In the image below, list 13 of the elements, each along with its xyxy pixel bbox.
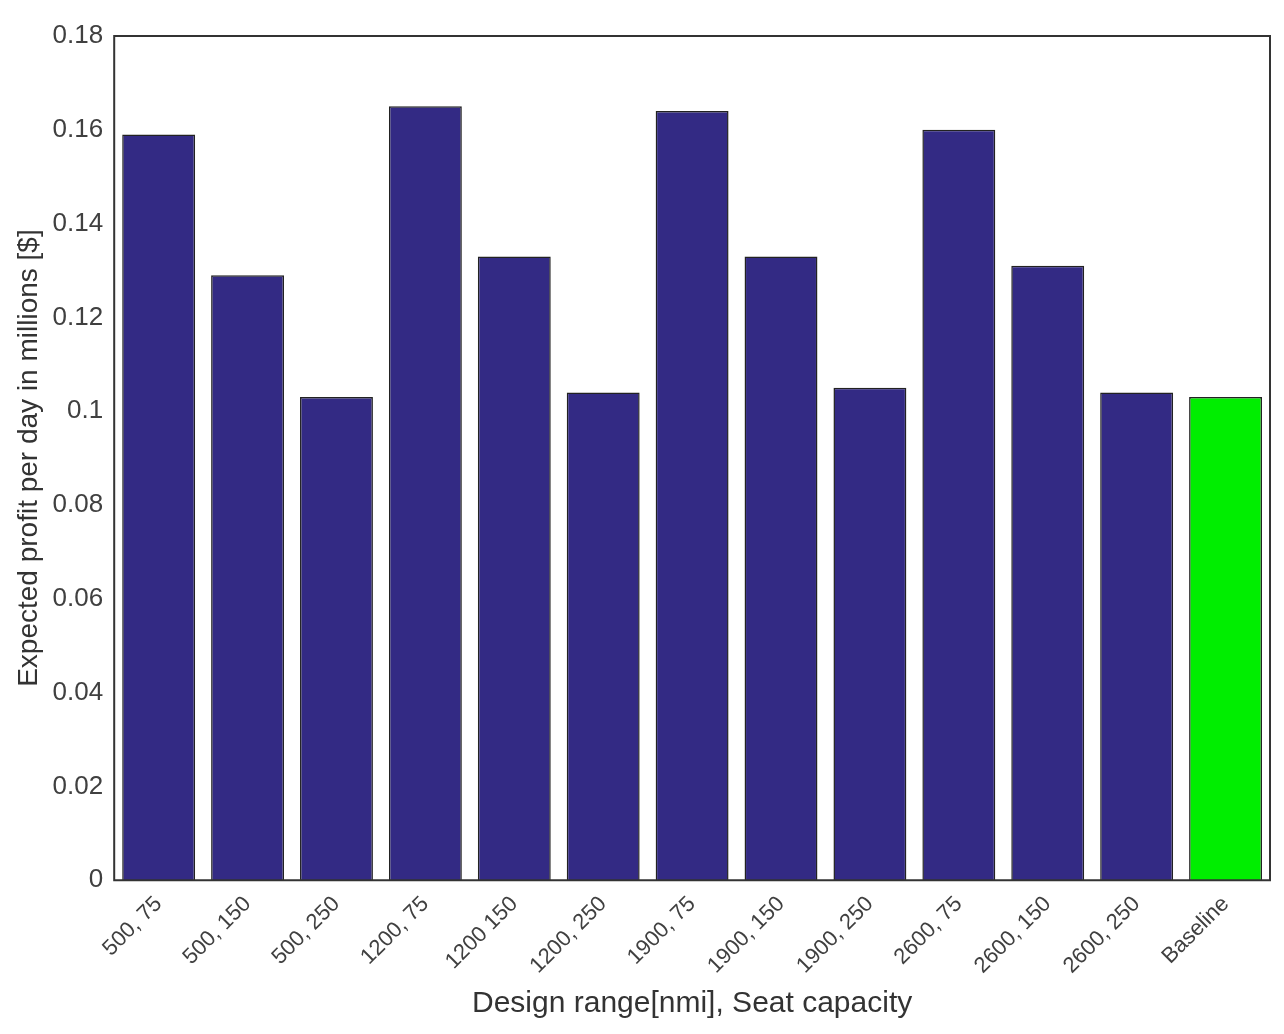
x-axis-title: Design range[nmi], Seat capacity xyxy=(471,985,913,1019)
y-tick-label: 0.12 xyxy=(52,300,104,331)
y-tick-label: 0.1 xyxy=(67,394,104,425)
y-tick-label: 0.18 xyxy=(52,19,104,50)
y-tick-label: 0.02 xyxy=(52,769,104,800)
y-tick-label: 0.14 xyxy=(52,206,104,237)
y-tick-label: 0.08 xyxy=(52,488,104,519)
y-axis-title: Expected profit per day in millions [$] xyxy=(11,229,43,687)
x-tick-label: 500, 250 xyxy=(266,890,345,969)
y-tick-label: 0.04 xyxy=(52,675,104,706)
y-tick-label: 0.16 xyxy=(52,112,104,143)
y-tick-label: 0.06 xyxy=(52,581,104,612)
x-tick-label: 500, 150 xyxy=(177,890,256,969)
